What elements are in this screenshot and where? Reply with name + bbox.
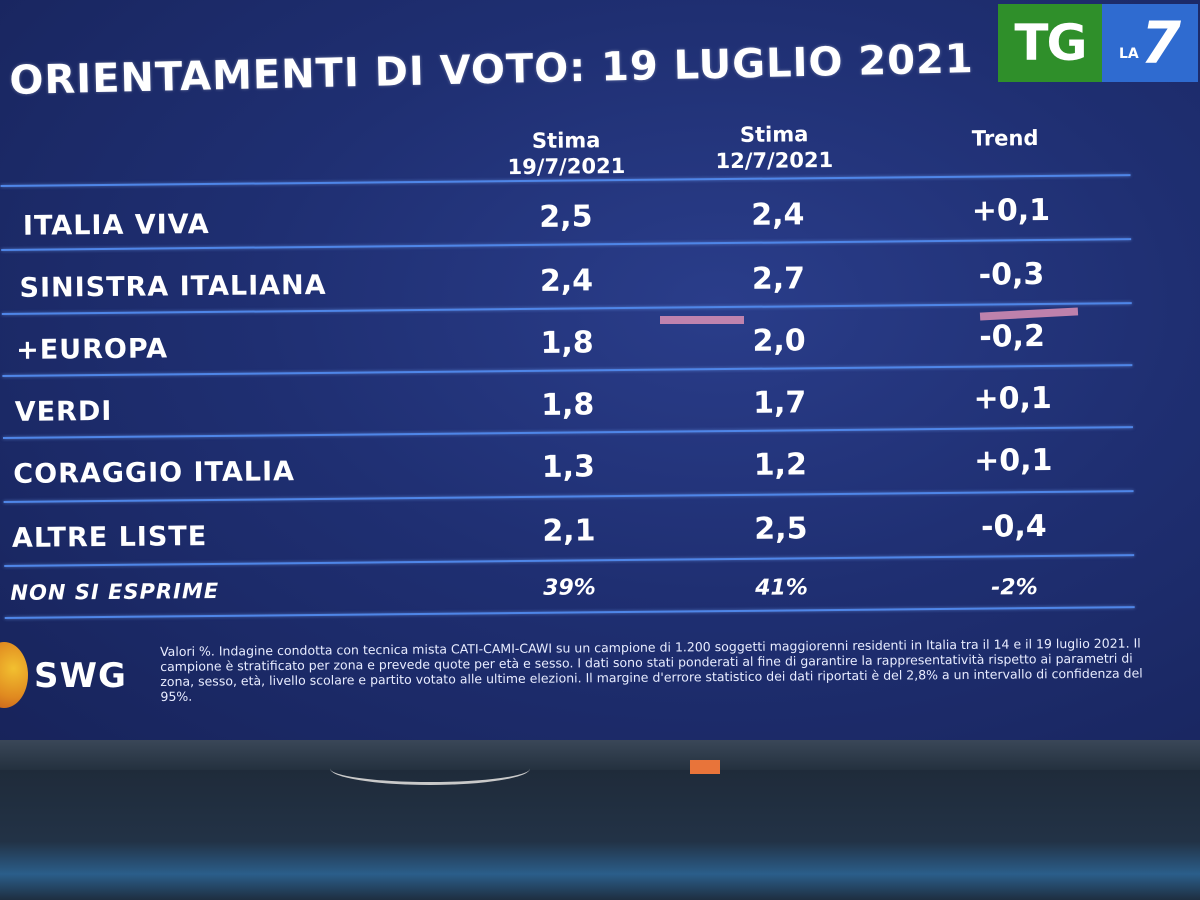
stima-12-value: 2,0 (752, 323, 806, 359)
trend-value: +0,1 (973, 442, 1053, 479)
non-si-esprime-label: NON SI ESPRIME (10, 578, 220, 605)
header-trend: Trend (971, 126, 1039, 151)
tv-screen: ORIENTAMENTI DI VOTO: 19 LUGLIO 2021 TG … (0, 0, 1200, 760)
stima-19-value: 2,4 (539, 263, 594, 299)
party-name: ITALIA VIVA (22, 208, 210, 242)
stima-12-value: 1,7 (752, 385, 807, 421)
stima-12-value: 2,7 (751, 261, 806, 297)
trend-value: +0,1 (973, 380, 1052, 417)
party-name: SINISTRA ITALIANA (19, 269, 327, 304)
stima-12-value: 2,4 (751, 197, 805, 233)
header-stima-12-line2: 12/7/2021 (715, 148, 834, 174)
sticker (690, 760, 720, 774)
trend-value: -0,3 (978, 256, 1045, 293)
header-stima-19: Stima 19/7/2021 (486, 127, 646, 181)
header-stima-12: Stima 12/7/2021 (694, 121, 854, 175)
stima-19-value: 1,8 (540, 325, 594, 361)
stima-19-value: 1,3 (541, 449, 596, 485)
methodology-note: Valori %. Indagine condotta con tecnica … (160, 635, 1143, 704)
stima-12-value: 1,2 (753, 447, 808, 483)
non-si-esprime-19: 39% (543, 575, 596, 601)
header-stima-19-line2: 19/7/2021 (507, 154, 626, 180)
tg-la7-logo: TG LA 7 (998, 4, 1198, 82)
wall-background (0, 770, 1200, 900)
rule (4, 554, 1135, 567)
logo-la7: LA 7 (1102, 4, 1198, 82)
rule (2, 364, 1133, 377)
trend-value: -0,4 (980, 508, 1047, 545)
highlight-mark (660, 316, 744, 324)
stima-19-value: 2,1 (542, 513, 596, 549)
swg-mark-icon (0, 642, 28, 708)
stima-12-value: 2,5 (754, 511, 808, 547)
logo-la: LA (1118, 46, 1139, 62)
trend-value: +0,1 (971, 192, 1051, 229)
rule (2, 426, 1133, 439)
rule (3, 490, 1134, 503)
party-name: +EUROPA (16, 333, 169, 366)
tv-bezel (0, 740, 1200, 770)
poll-table: Stima 19/7/2021 Stima 12/7/2021 Trend IT… (0, 114, 1145, 630)
stima-19-value: 2,5 (539, 199, 593, 235)
logo-tg: TG (998, 4, 1102, 82)
logo-seven: 7 (1140, 9, 1182, 77)
rule (1, 302, 1132, 315)
cable (330, 752, 530, 785)
rule (4, 606, 1135, 619)
swg-logo: SWG (0, 640, 150, 720)
stima-19-value: 1,8 (540, 387, 595, 423)
swg-text: SWG (34, 656, 127, 696)
party-name: VERDI (14, 395, 113, 428)
header-stima-12-line1: Stima (739, 122, 809, 147)
page-title: ORIENTAMENTI DI VOTO: 19 LUGLIO 2021 (8, 36, 975, 104)
header-stima-19-line1: Stima (531, 128, 601, 153)
trend-value: -0,2 (979, 318, 1046, 355)
party-name: CORAGGIO ITALIA (13, 456, 296, 490)
non-si-esprime-trend: -2% (991, 575, 1038, 601)
non-si-esprime-12: 41% (755, 575, 808, 601)
party-name: ALTRE LISTE (11, 521, 208, 554)
non-si-esprime-row: NON SI ESPRIME 39% 41% -2% (0, 114, 1140, 605)
